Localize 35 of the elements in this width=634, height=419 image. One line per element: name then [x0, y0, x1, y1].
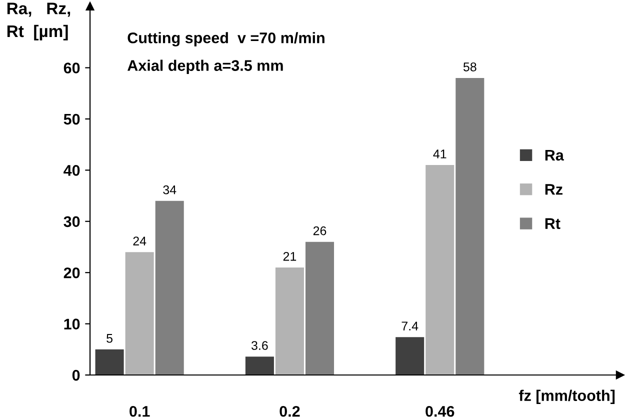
- bar: [155, 200, 184, 376]
- legend-label: Rz: [545, 184, 562, 195]
- data-label: 21: [283, 252, 296, 261]
- data-label: 24: [133, 236, 146, 246]
- bar: [456, 78, 484, 376]
- data-label: 26: [313, 226, 326, 236]
- annotation: Axial depth a=3.5 mm: [128, 60, 283, 74]
- y-tick-label: 20: [64, 267, 80, 278]
- legend-label: Rt: [545, 218, 560, 229]
- x-tick-label: 0.1: [130, 406, 150, 417]
- bar: [95, 349, 124, 376]
- y-axis-title: Ra, Rz, Rt [µm]: [7, 2, 70, 40]
- x-tick-label: 0.2: [280, 406, 300, 417]
- data-label: 5: [106, 334, 112, 343]
- y-tick-label: 50: [64, 114, 80, 125]
- y-tick-label: 30: [64, 216, 80, 228]
- x-tick-label: 0.46: [426, 406, 454, 417]
- bar: [275, 267, 304, 376]
- annotation: Cutting speed v =70 m/min: [128, 32, 324, 46]
- bar: [396, 337, 424, 376]
- legend-label: Ra: [545, 150, 564, 161]
- data-label: 58: [463, 62, 476, 72]
- bar: [305, 242, 334, 376]
- bar: [245, 356, 274, 376]
- y-tick-label: 40: [64, 165, 80, 176]
- data-label: 7.4: [402, 322, 418, 330]
- data-label: 3.6: [251, 341, 268, 350]
- y-tick-label: 60: [64, 62, 80, 74]
- bar: [426, 165, 454, 376]
- x-axis-title: fz [mm/tooth]: [518, 390, 615, 404]
- y-tick-label: 0: [72, 370, 80, 381]
- bar: [125, 252, 154, 376]
- y-tick-label: 10: [64, 318, 80, 330]
- data-label: 34: [163, 185, 176, 194]
- data-label: 41: [433, 150, 446, 158]
